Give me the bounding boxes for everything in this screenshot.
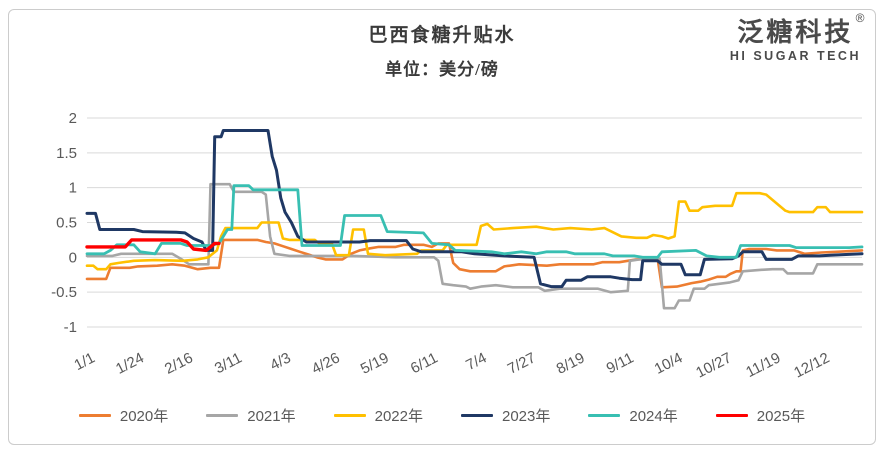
legend-swatch	[333, 413, 366, 418]
logo-english-name: HI SUGAR TECH	[729, 48, 861, 63]
x-tick-label: 8/19	[554, 349, 588, 377]
x-tick-label: 9/11	[604, 349, 637, 377]
y-tick-label: 0.5	[56, 215, 77, 232]
x-tick-label: 5/19	[358, 349, 392, 377]
legend-item: 2025年	[715, 405, 806, 426]
x-tick-label: 7/4	[463, 349, 489, 374]
hi-sugar-tech-logo: 泛糖科技 ® HI SUGAR TECH	[729, 11, 865, 63]
y-tick-label: 0	[69, 249, 77, 266]
x-tick-label: 10/4	[652, 349, 686, 377]
y-tick-label: 2	[69, 110, 77, 127]
legend-swatch	[588, 413, 621, 418]
x-tick-label: 4/26	[309, 349, 343, 377]
legend-item: 2024年	[588, 405, 678, 426]
y-tick-label: 1.5	[56, 145, 77, 162]
x-tick-label: 7/27	[505, 349, 539, 377]
logo-chinese-name: 泛糖科技 ®	[737, 11, 864, 47]
legend-swatch	[206, 413, 239, 418]
legend-item: 2022年	[333, 405, 423, 426]
legend-swatch	[461, 413, 493, 418]
x-tick-label: 12/12	[791, 349, 832, 381]
legend-label: 2021年	[247, 408, 296, 425]
logo-cn-text: 泛糖科技	[737, 17, 854, 47]
chart-legend: 2020年 2021年 2022年 2023年 2024年 2025年	[9, 405, 875, 426]
series-line-2024年	[85, 184, 864, 259]
chart-frame: 巴西食糖升贴水 单位：美分/磅 泛糖科技 ® HI SUGAR TECH 2 1.5…	[8, 9, 876, 445]
x-tick-label: 2/16	[162, 349, 196, 377]
x-tick-label: 6/11	[408, 349, 441, 377]
y-tick-label: -0.5	[51, 284, 77, 301]
series-line-2022年	[85, 191, 864, 271]
registered-trademark-icon: ®	[855, 11, 868, 25]
x-tick-label: 1/24	[113, 349, 147, 377]
legend-swatch	[715, 413, 748, 418]
legend-item: 2023年	[461, 405, 550, 426]
legend-label: 2024年	[629, 408, 678, 425]
x-tick-label: 11/19	[743, 349, 783, 381]
legend-label: 2020年	[119, 408, 169, 425]
legend-label: 2023年	[502, 408, 551, 425]
x-tick-label: 10/27	[693, 349, 734, 381]
series-line-2023年	[85, 129, 864, 289]
legend-label: 2022年	[374, 408, 423, 425]
y-tick-label: 1	[69, 180, 77, 197]
legend-item: 2021年	[206, 405, 296, 426]
legend-label: 2025年	[756, 408, 806, 425]
line-chart-canvas: 2 1.5 1 0.5 0 -0.5 -1 1/1 1/24 2/16 3/11 4/3 4/26 5/1…	[51, 110, 864, 382]
x-tick-label: 3/11	[212, 349, 245, 377]
legend-swatch	[78, 413, 111, 418]
series-line-2020年	[85, 238, 864, 289]
x-tick-label: 1/1	[72, 349, 98, 374]
series-line-2025年	[85, 238, 221, 253]
x-tick-label: 4/3	[267, 349, 293, 374]
legend-item: 2020年	[78, 405, 169, 426]
y-tick-label: -1	[64, 319, 77, 336]
